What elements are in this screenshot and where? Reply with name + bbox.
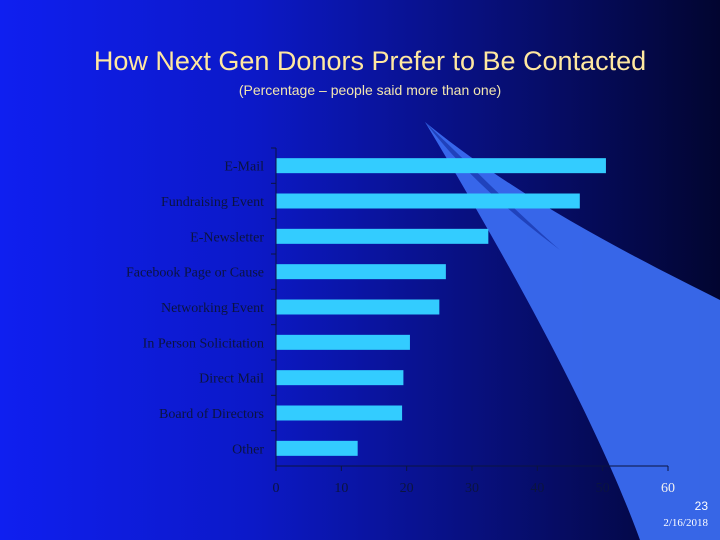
bar (276, 228, 489, 244)
page-number: 23 (694, 499, 708, 513)
x-tick-label: 20 (400, 481, 414, 496)
x-tick-label: 10 (334, 481, 348, 496)
bar (276, 370, 404, 386)
category-label: E-Newsletter (190, 230, 264, 245)
category-label: Direct Mail (199, 372, 264, 387)
bar (276, 193, 580, 209)
bar (276, 299, 440, 315)
category-labels: E-Mail Fundraising Event E-Newsletter Faceb… (126, 160, 264, 458)
category-label: Networking Event (161, 301, 264, 316)
slide-subtitle: (Percentage – people said more than one) (238, 82, 502, 98)
x-tick-label: 50 (596, 481, 610, 496)
category-label: Fundraising Event (161, 195, 264, 210)
category-label: E-Mail (224, 160, 264, 175)
category-label: Other (232, 442, 264, 457)
bar (276, 334, 410, 350)
slide-date: 2/16/2018 (663, 517, 708, 529)
x-tick-label: 0 (273, 481, 280, 496)
bar (276, 158, 606, 174)
category-label: Facebook Page or Cause (126, 266, 264, 281)
bar (276, 264, 446, 280)
swoosh-shape (425, 122, 720, 540)
x-tick-label: 60 (661, 481, 675, 496)
bar (276, 405, 403, 421)
category-label: Board of Directors (159, 407, 264, 422)
x-tick-label: 30 (465, 481, 479, 496)
category-label: In Person Solicitation (143, 336, 264, 351)
bars-layer (276, 158, 606, 456)
x-tick-labels: 0 10 20 30 40 50 60 (273, 466, 675, 496)
x-tick-label: 40 (530, 481, 544, 496)
bar (276, 440, 358, 456)
slide-title: How Next Gen Donors Prefer to Be Contact… (93, 46, 647, 76)
